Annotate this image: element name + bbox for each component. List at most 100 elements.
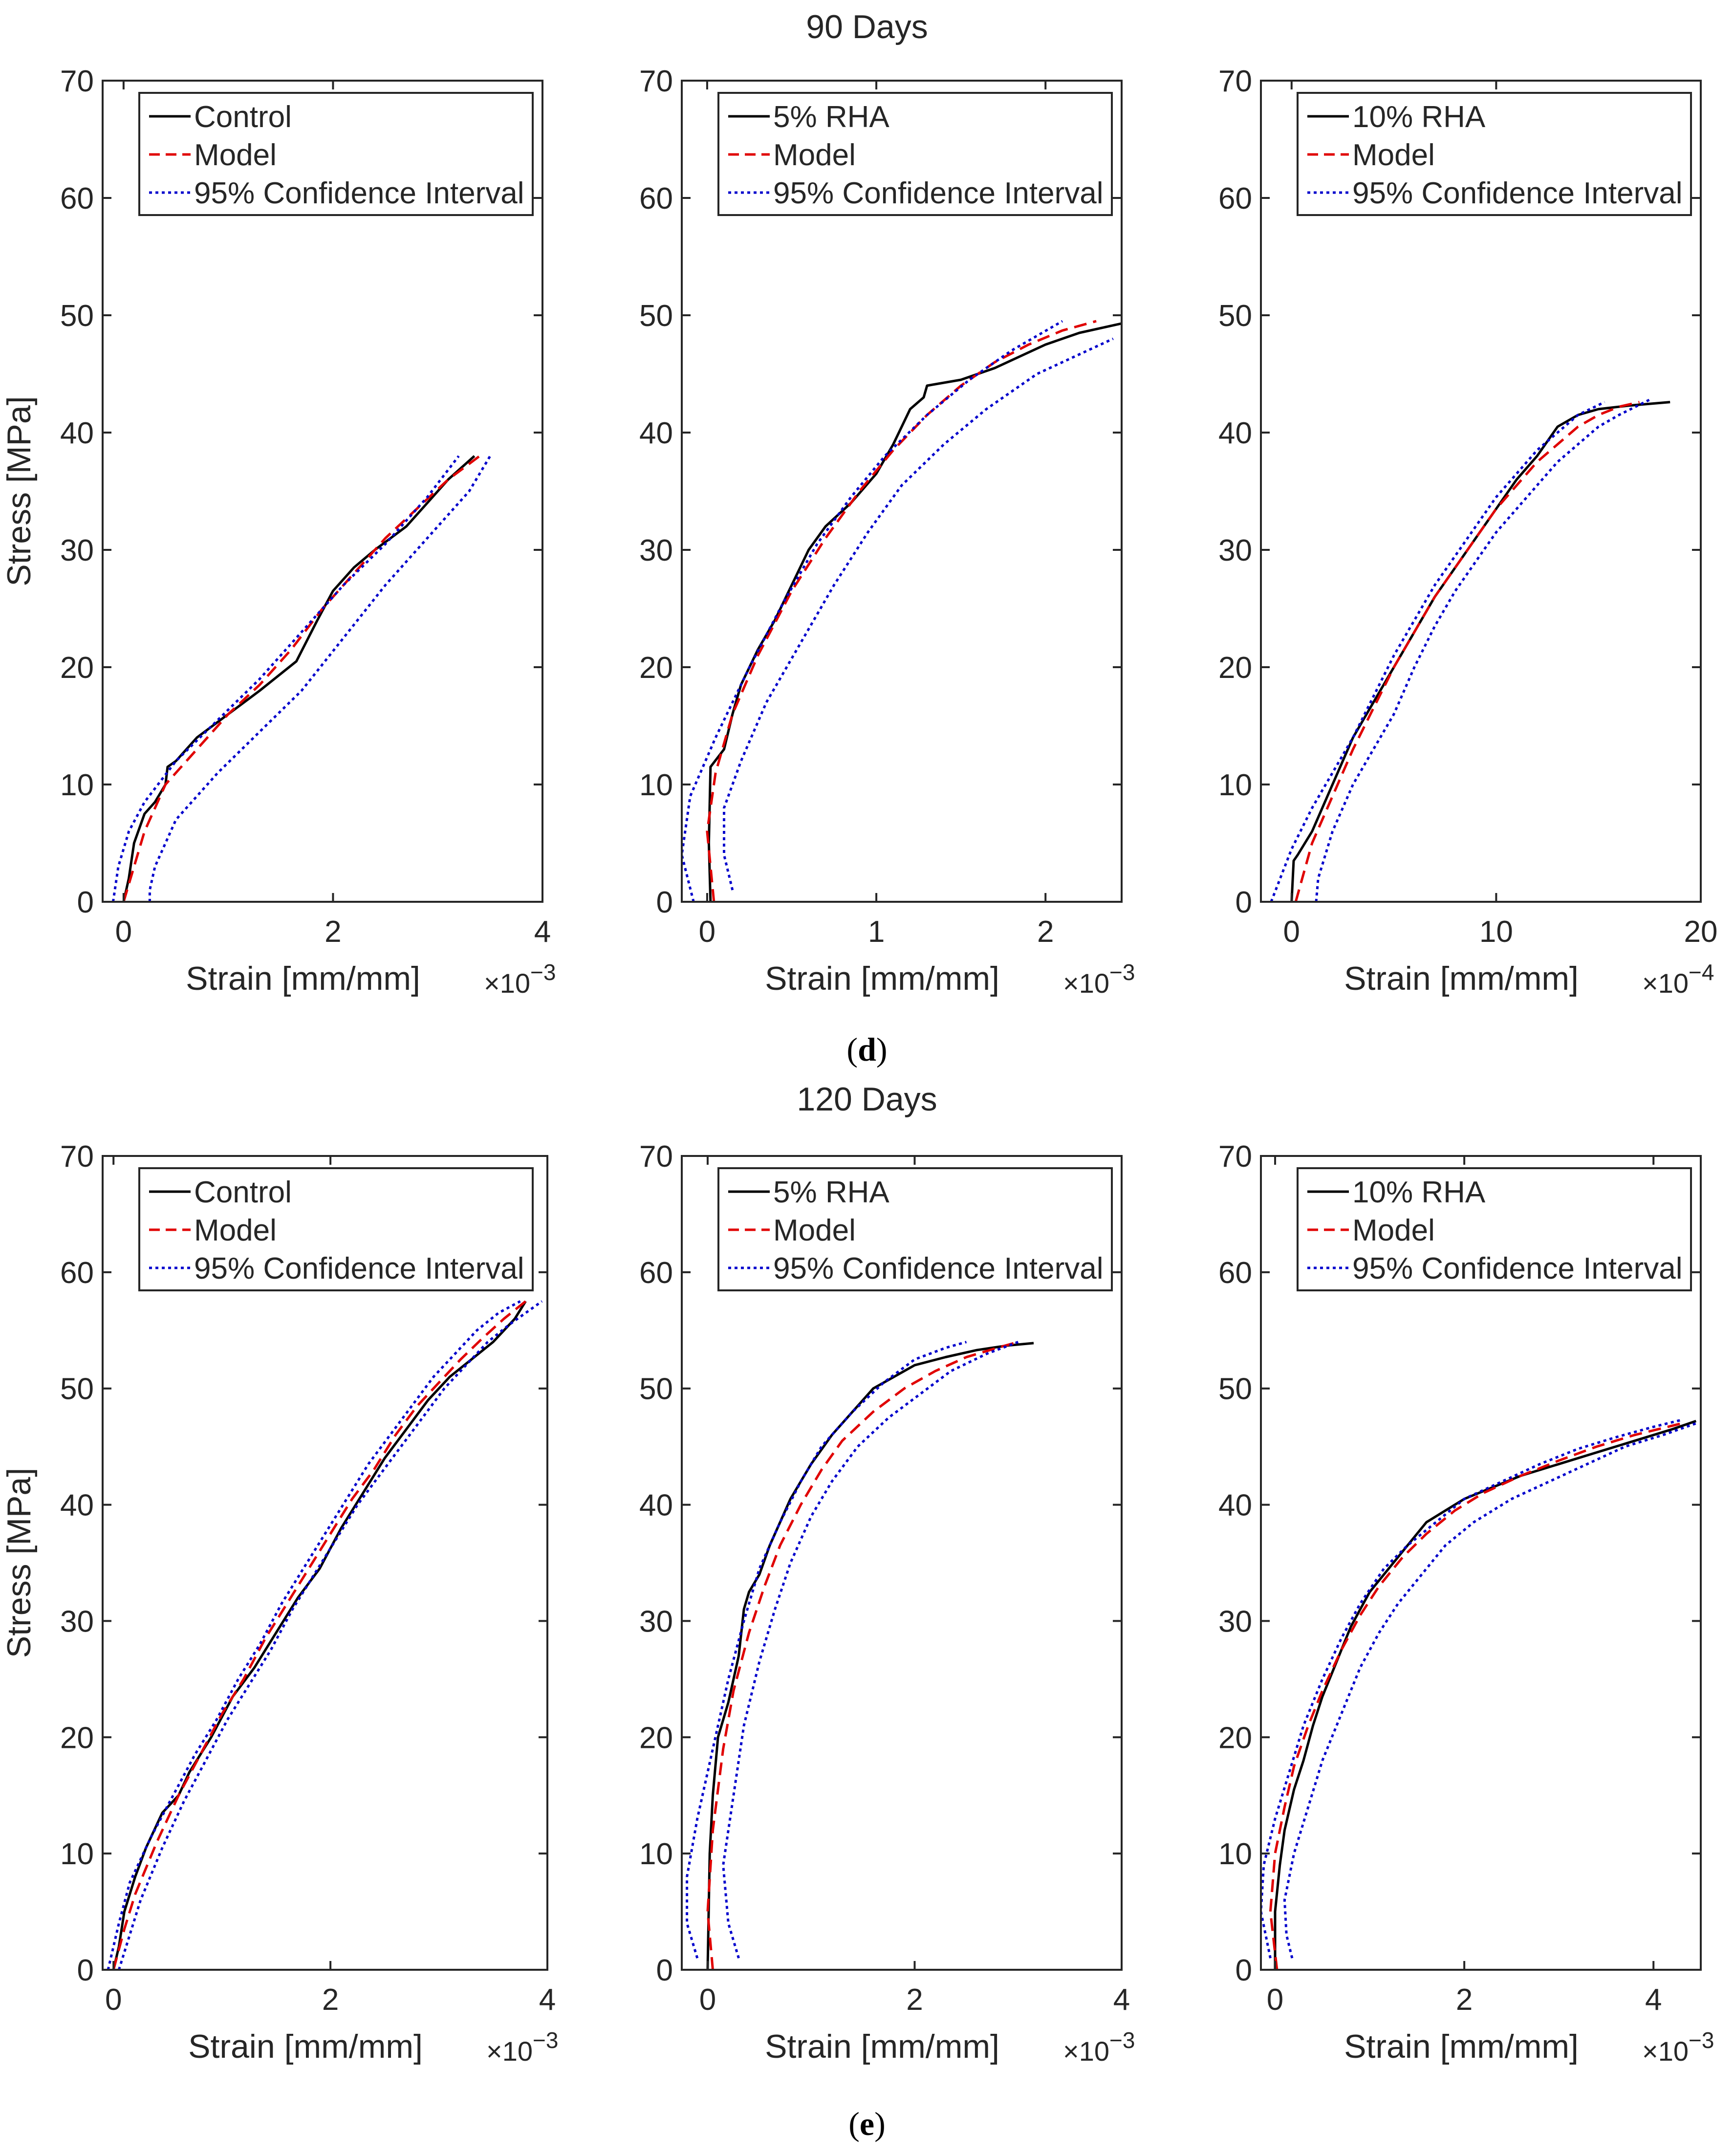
caption-d: (d)	[846, 1031, 887, 1068]
y-tick-label: 0	[1235, 1954, 1252, 1987]
chart-panel-6: 0 10 20 30 40 50 60 70 0 2 4 Strain [mm/mm] ×10−3 10%…	[1218, 1140, 1714, 2067]
legend: Control Model 95% Confidence Interval	[138, 1167, 534, 1291]
x-tick-label: 4	[1645, 1983, 1662, 2017]
series-line-test	[706, 1342, 1034, 1970]
x-axis-exponent: ×10−3	[1063, 2027, 1135, 2067]
series-line-ci-bound-3	[722, 1341, 1019, 1959]
y-tick-label: 30	[1218, 1605, 1252, 1638]
x-tick-label: 2	[906, 1983, 923, 2017]
legend-entry: Model	[1352, 138, 1435, 172]
x-axis-label: Strain [mm/mm]	[1344, 960, 1579, 997]
legend: 10% RHA Model 95% Confidence Interval	[1297, 92, 1692, 216]
x-axis-exponent: ×10−3	[1642, 2027, 1714, 2067]
series-line-test	[122, 455, 476, 902]
y-tick-label: 0	[77, 1954, 94, 1987]
series-line-ci-bound-3	[723, 337, 1114, 891]
x-tick-label: 4	[539, 1983, 556, 2017]
caption-d-letter: d	[858, 1031, 876, 1068]
y-tick-label: 30	[60, 1605, 94, 1638]
x-axis-exponent: ×10−3	[484, 959, 556, 999]
x-tick-label: 0	[1267, 1983, 1283, 2017]
chart-panel-4: 0 10 20 30 40 50 60 70 0 2 4 Strain [mm/mm] ×10−3 Str…	[0, 1140, 558, 2067]
series-line-model	[122, 455, 480, 902]
y-tick-label: 50	[60, 299, 94, 333]
exponent-power: −3	[533, 2027, 558, 2053]
exponent-times: ×10	[1063, 968, 1109, 999]
y-tick-label: 50	[60, 1372, 94, 1406]
series-line-ci-bound-3	[1283, 1422, 1697, 1959]
legend-entry: Model	[194, 1214, 277, 1247]
legend-entry: Model	[1352, 1214, 1435, 1247]
y-tick-label: 50	[639, 299, 673, 333]
y-tick-label: 10	[60, 1837, 94, 1871]
series-line-test	[1274, 1419, 1697, 1970]
y-tick-label: 10	[1218, 768, 1252, 802]
legend-box	[717, 1167, 1113, 1291]
y-tick-label: 10	[60, 768, 94, 802]
legend-entry: 10% RHA	[1352, 100, 1486, 134]
legend-box	[138, 92, 534, 216]
x-tick-label: 2	[1037, 915, 1054, 949]
legend-entry: Model	[773, 1214, 856, 1247]
y-tick-label: 30	[639, 1605, 673, 1638]
y-tick-label: 60	[1218, 182, 1252, 216]
series-line-model	[112, 1300, 527, 1970]
x-tick-label: 0	[699, 1983, 716, 2017]
x-tick-label: 20	[1684, 915, 1718, 949]
exponent-times: ×10	[1642, 968, 1689, 999]
y-tick-label: 0	[656, 886, 673, 919]
y-tick-label: 0	[1235, 886, 1252, 919]
x-axis-label: Strain [mm/mm]	[186, 960, 420, 997]
y-tick-label: 30	[1218, 534, 1252, 567]
y-tick-label: 50	[639, 1372, 673, 1406]
y-tick-label: 60	[60, 1256, 94, 1290]
exponent-times: ×10	[1063, 2036, 1109, 2067]
y-tick-label: 70	[639, 1140, 673, 1174]
chart-panel-1: 0 10 20 30 40 50 60 70 0 2 4 Strain [mm/mm] ×10−3 Str…	[0, 65, 556, 999]
y-tick-label: 0	[656, 1954, 673, 1987]
x-tick-label: 2	[322, 1983, 339, 2017]
group-title-90-days: 90 Days	[806, 8, 928, 45]
series-line-ci-bound-2	[111, 455, 460, 902]
x-tick-label: 0	[115, 915, 132, 949]
x-axis-label: Strain [mm/mm]	[765, 2028, 999, 2065]
exponent-times: ×10	[484, 968, 530, 999]
x-tick-label: 2	[1456, 1983, 1473, 2017]
series-group	[682, 320, 1122, 902]
legend-box	[717, 92, 1113, 216]
y-tick-label: 70	[60, 1140, 94, 1174]
y-tick-label: 40	[639, 416, 673, 450]
x-tick-label: 4	[534, 915, 551, 949]
series-group	[1261, 1418, 1697, 1970]
x-axis-label: Strain [mm/mm]	[765, 960, 999, 997]
y-tick-label: 10	[639, 768, 673, 802]
svg-text:(e): (e)	[848, 2105, 886, 2142]
y-tick-label: 60	[639, 182, 673, 216]
series-line-model	[1269, 1422, 1682, 1970]
x-tick-label: 1	[868, 915, 885, 949]
exponent-times: ×10	[486, 2036, 533, 2067]
legend-box	[1297, 1167, 1692, 1291]
series-group	[686, 1341, 1034, 1970]
y-tick-label: 20	[1218, 651, 1252, 685]
y-tick-label: 50	[1218, 1372, 1252, 1406]
legend-entry: 95% Confidence Interval	[194, 176, 524, 210]
series-line-ci-bound-3	[117, 1300, 543, 1970]
legend-entry: Control	[194, 100, 292, 134]
legend-entry: 95% Confidence Interval	[773, 1252, 1104, 1285]
exponent-power: −3	[1109, 959, 1135, 985]
x-tick-label: 2	[325, 915, 341, 949]
x-tick-label: 0	[105, 1983, 122, 2017]
y-tick-label: 60	[60, 182, 94, 216]
y-tick-label: 10	[1218, 1837, 1252, 1871]
exponent-power: −3	[1109, 2027, 1135, 2053]
group-title-120-days: 120 Days	[797, 1081, 937, 1118]
legend-box	[1297, 92, 1692, 216]
x-axis-exponent: ×10−3	[1063, 959, 1135, 999]
y-tick-label: 20	[60, 1721, 94, 1755]
x-axis-label: Strain [mm/mm]	[188, 2028, 423, 2065]
y-tick-label: 40	[639, 1489, 673, 1523]
axes-box	[102, 80, 543, 903]
series-line-ci-bound-2	[1270, 401, 1605, 902]
